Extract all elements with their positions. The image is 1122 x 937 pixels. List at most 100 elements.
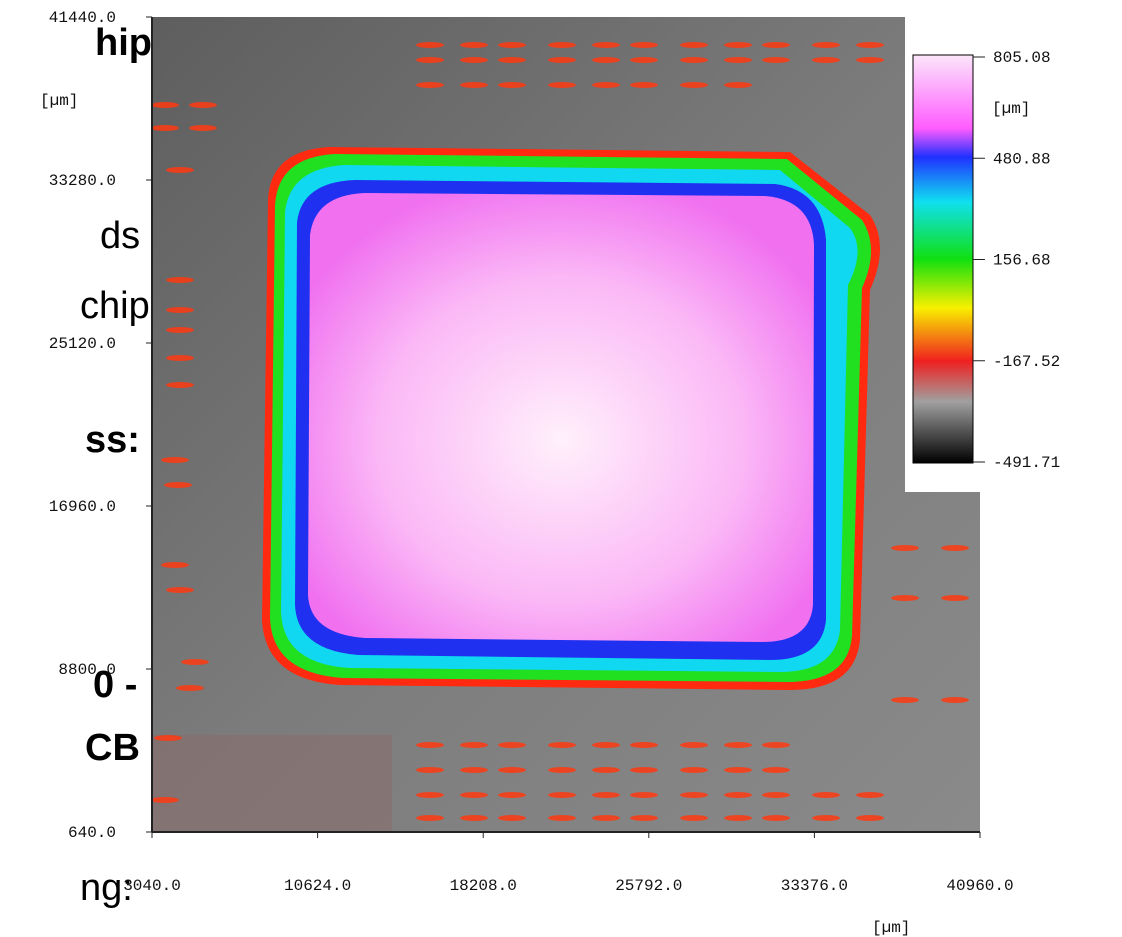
- hot-spot: [460, 742, 488, 748]
- hot-spot: [724, 742, 752, 748]
- hot-spot: [592, 792, 620, 798]
- hot-spot: [176, 685, 204, 691]
- hot-spot: [856, 792, 884, 798]
- hot-spot: [498, 815, 526, 821]
- hot-spot: [416, 767, 444, 773]
- hot-spot: [166, 382, 194, 388]
- hot-spot: [166, 327, 194, 333]
- hot-spot: [166, 167, 194, 173]
- hot-spot: [498, 57, 526, 63]
- y-tick-label: 640.0: [68, 824, 116, 842]
- y-tick-label: 25120.0: [49, 335, 116, 353]
- fragment: CB: [85, 727, 140, 769]
- fragment: hip: [95, 22, 152, 64]
- hot-spot: [416, 815, 444, 821]
- x-tick-label: 40960.0: [946, 877, 1013, 895]
- hot-spot: [166, 587, 194, 593]
- hot-spot: [724, 57, 752, 63]
- y-tick-label: 8800.0: [58, 661, 116, 679]
- hot-spot: [762, 792, 790, 798]
- hot-spot: [856, 42, 884, 48]
- hot-spot: [856, 57, 884, 63]
- hot-spot: [630, 742, 658, 748]
- page: hip ds chip ss: 0 - CB ng: [µm] [µm] [µm…: [0, 0, 1122, 937]
- map-shade: [152, 735, 392, 832]
- fragment: chip: [80, 285, 150, 327]
- x-unit: [µm]: [872, 919, 910, 937]
- colorbar-tick-label: 156.68: [993, 252, 1051, 270]
- hot-spot: [680, 42, 708, 48]
- hot-spot: [630, 792, 658, 798]
- hot-spot: [724, 42, 752, 48]
- hot-spot: [592, 742, 620, 748]
- hot-spot: [460, 42, 488, 48]
- hot-spot: [630, 82, 658, 88]
- hot-spot: [189, 102, 217, 108]
- hot-spot: [548, 815, 576, 821]
- hot-spot: [548, 742, 576, 748]
- hot-spot: [498, 742, 526, 748]
- heatmap-image: [151, 17, 980, 832]
- hot-spot: [548, 42, 576, 48]
- hot-spot: [548, 767, 576, 773]
- hot-spot: [151, 125, 179, 131]
- hot-spot: [941, 545, 969, 551]
- x-tick-label: 25792.0: [615, 877, 682, 895]
- hot-spot: [762, 815, 790, 821]
- hot-spot: [630, 815, 658, 821]
- hot-spot: [630, 57, 658, 63]
- hot-spot: [724, 767, 752, 773]
- hot-spot: [181, 659, 209, 665]
- hot-spot: [416, 82, 444, 88]
- hot-spot: [189, 125, 217, 131]
- hot-spot: [724, 815, 752, 821]
- hot-spot: [548, 57, 576, 63]
- hot-spot: [680, 767, 708, 773]
- hot-spot: [856, 815, 884, 821]
- hot-spot: [630, 42, 658, 48]
- hot-spot: [762, 742, 790, 748]
- hot-spot: [592, 815, 620, 821]
- hot-spot: [151, 797, 179, 803]
- hot-spot: [891, 697, 919, 703]
- hot-spot: [166, 307, 194, 313]
- hot-spot: [812, 57, 840, 63]
- hot-spot: [164, 482, 192, 488]
- y-tick-label: 16960.0: [49, 498, 116, 516]
- core: [308, 193, 814, 642]
- hot-spot: [680, 792, 708, 798]
- hot-spot: [498, 792, 526, 798]
- hot-spot: [762, 57, 790, 63]
- hot-spot: [416, 57, 444, 63]
- x-tick-label: 10624.0: [284, 877, 351, 895]
- hot-spot: [941, 697, 969, 703]
- hot-spot: [154, 735, 182, 741]
- hot-spot: [460, 767, 488, 773]
- hot-spot: [592, 82, 620, 88]
- hot-spot: [416, 742, 444, 748]
- hot-spot: [166, 355, 194, 361]
- hot-spot: [460, 82, 488, 88]
- hot-spot: [812, 815, 840, 821]
- fragment: ss:: [85, 419, 140, 461]
- hot-spot: [416, 792, 444, 798]
- hot-spot: [812, 792, 840, 798]
- colorbar-tick-label: -491.71: [993, 454, 1060, 472]
- colorbar: [913, 55, 973, 463]
- colorbar-unit: [µm]: [992, 100, 1030, 118]
- hot-spot: [498, 42, 526, 48]
- x-tick-label: 3040.0: [123, 877, 181, 895]
- colorbar-tick-label: -167.52: [993, 353, 1060, 371]
- hot-spot: [724, 82, 752, 88]
- hot-spot: [630, 767, 658, 773]
- hot-spot: [548, 792, 576, 798]
- hot-spot: [460, 792, 488, 798]
- hot-spot: [161, 562, 189, 568]
- hot-spot: [680, 815, 708, 821]
- hot-spot: [416, 42, 444, 48]
- hot-spot: [592, 42, 620, 48]
- hot-spot: [498, 82, 526, 88]
- slide-fragments: hip ds chip ss: 0 - CB ng:: [80, 22, 152, 909]
- hot-spot: [812, 42, 840, 48]
- hot-spot: [680, 742, 708, 748]
